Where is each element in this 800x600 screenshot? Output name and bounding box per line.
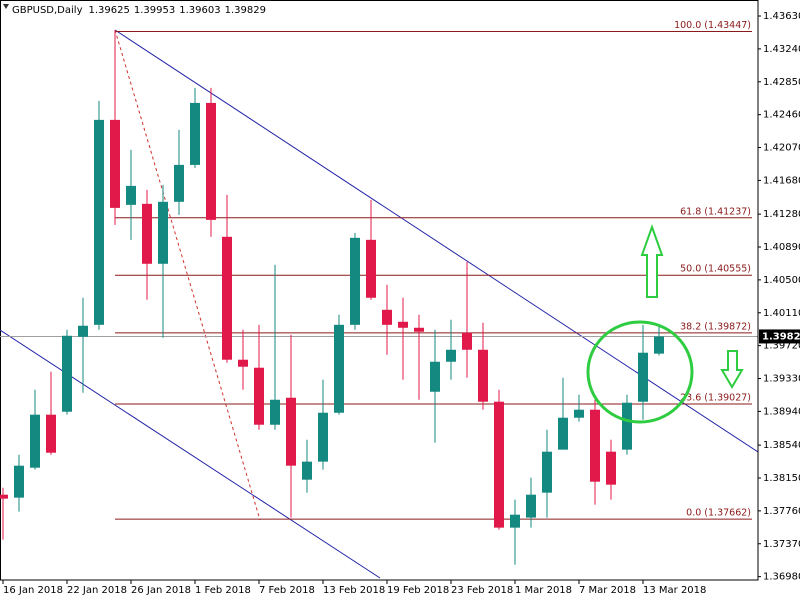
candle-body (446, 349, 456, 362)
y-tick-label: 1.38940 (763, 406, 800, 417)
y-tick-label: 1.41280 (763, 209, 800, 220)
candle-body (238, 359, 248, 367)
candle-body (206, 102, 216, 220)
y-tick-label: 1.42460 (763, 110, 800, 121)
candle-body (574, 409, 584, 418)
candle-body (542, 451, 552, 493)
candle-body (654, 336, 664, 354)
x-tick-label: 23 Feb 2018 (451, 585, 513, 596)
y-tick-label: 1.40500 (763, 275, 800, 286)
candle-body (494, 401, 504, 528)
trend-line (114, 29, 758, 453)
candle-body (158, 201, 168, 264)
highlight-circle (586, 320, 694, 424)
price-tag-label: 1.39829 (762, 331, 800, 342)
close-value: 1.39829 (225, 5, 266, 16)
candle-body (478, 349, 488, 402)
y-tick-label: 1.42850 (763, 77, 800, 88)
fib-trend-line (114, 29, 261, 521)
y-tick-label: 1.38540 (763, 440, 800, 451)
candle-body (0, 494, 8, 499)
candle-body (334, 324, 344, 413)
candle-body (174, 164, 184, 202)
y-tick-label: 1.43240 (763, 44, 800, 55)
candle-body (126, 185, 136, 205)
candle-body (462, 332, 472, 350)
candle-body (638, 352, 648, 402)
x-tick-label: 7 Feb 2018 (259, 585, 315, 596)
candle-body (142, 203, 152, 264)
candle-body (622, 402, 632, 450)
y-tick-label: 1.42070 (763, 143, 800, 154)
annotations (586, 224, 744, 424)
y-tick-label: 1.37370 (763, 539, 800, 550)
candle-body (366, 239, 376, 298)
y-tick-label: 1.37760 (763, 506, 800, 517)
candle-body (526, 494, 536, 518)
candle-body (286, 397, 296, 466)
candle-body (302, 461, 312, 480)
candle-body (30, 414, 40, 468)
candle-body (350, 237, 360, 325)
fib-label: 50.0 (1.40555) (680, 264, 751, 275)
candle-body (62, 335, 72, 412)
fib-label: 38.2 (1.39872) (680, 321, 751, 332)
candle-body (318, 412, 328, 462)
candle-body (430, 361, 440, 392)
y-tick-label: 1.38150 (763, 473, 800, 484)
candle-body (94, 119, 104, 325)
y-tick-label: 1.36980 (763, 572, 800, 583)
candle-body (590, 409, 600, 482)
candle-body (14, 465, 24, 498)
symbol: GBPUSD,Daily (12, 5, 83, 16)
x-tick-label: 16 Jan 2018 (3, 585, 63, 596)
fib-label: 23.6 (1.39027) (680, 393, 751, 404)
price-tag (759, 329, 800, 344)
y-tick-label: 1.40890 (763, 242, 800, 253)
y-tick-label: 1.41680 (763, 175, 800, 186)
candle-body (558, 417, 568, 450)
x-tick-label: 26 Jan 2018 (131, 585, 191, 596)
header: GBPUSD,Daily 1.39625 1.39953 1.39603 1.39829 (3, 4, 266, 16)
candle-body (190, 102, 200, 165)
plot-area (0, 29, 758, 579)
candle-body (110, 119, 120, 208)
candle-body (510, 514, 520, 528)
open-value: 1.39625 (89, 5, 130, 16)
y-tick-label: 1.43630 (763, 11, 800, 22)
candle-body (382, 309, 392, 325)
up-arrow (640, 224, 664, 298)
header-text: GBPUSD,Daily 1.39625 1.39953 1.39603 1.39829 (12, 5, 266, 16)
x-tick-label: 1 Mar 2018 (515, 585, 572, 596)
header-icon (3, 4, 9, 9)
x-tick-label: 19 Feb 2018 (387, 585, 449, 596)
candle-body (46, 414, 56, 453)
candle-body (270, 399, 280, 425)
candle-body (222, 236, 232, 360)
candle-body (254, 367, 264, 425)
x-tick-label: 1 Feb 2018 (195, 585, 251, 596)
x-tick-label: 22 Jan 2018 (67, 585, 127, 596)
high-value: 1.39953 (134, 5, 175, 16)
down-arrow (720, 350, 744, 389)
fib-label: 61.8 (1.41237) (680, 206, 751, 217)
candle-body (606, 451, 616, 485)
candle-body (78, 325, 88, 337)
y-tick-label: 1.40110 (763, 308, 800, 319)
x-tick-label: 13 Mar 2018 (643, 585, 706, 596)
low-value: 1.39603 (179, 5, 220, 16)
fib-label: 100.0 (1.43447) (674, 20, 751, 31)
candle-body (398, 321, 408, 328)
x-tick-label: 13 Feb 2018 (323, 585, 385, 596)
candle-body (414, 327, 424, 332)
y-tick-label: 1.39720 (763, 341, 800, 352)
x-tick-label: 7 Mar 2018 (579, 585, 636, 596)
y-tick-label: 1.39330 (763, 374, 800, 385)
fib-label: 0.0 (1.37662) (686, 508, 751, 519)
plot-frame (0, 0, 759, 581)
